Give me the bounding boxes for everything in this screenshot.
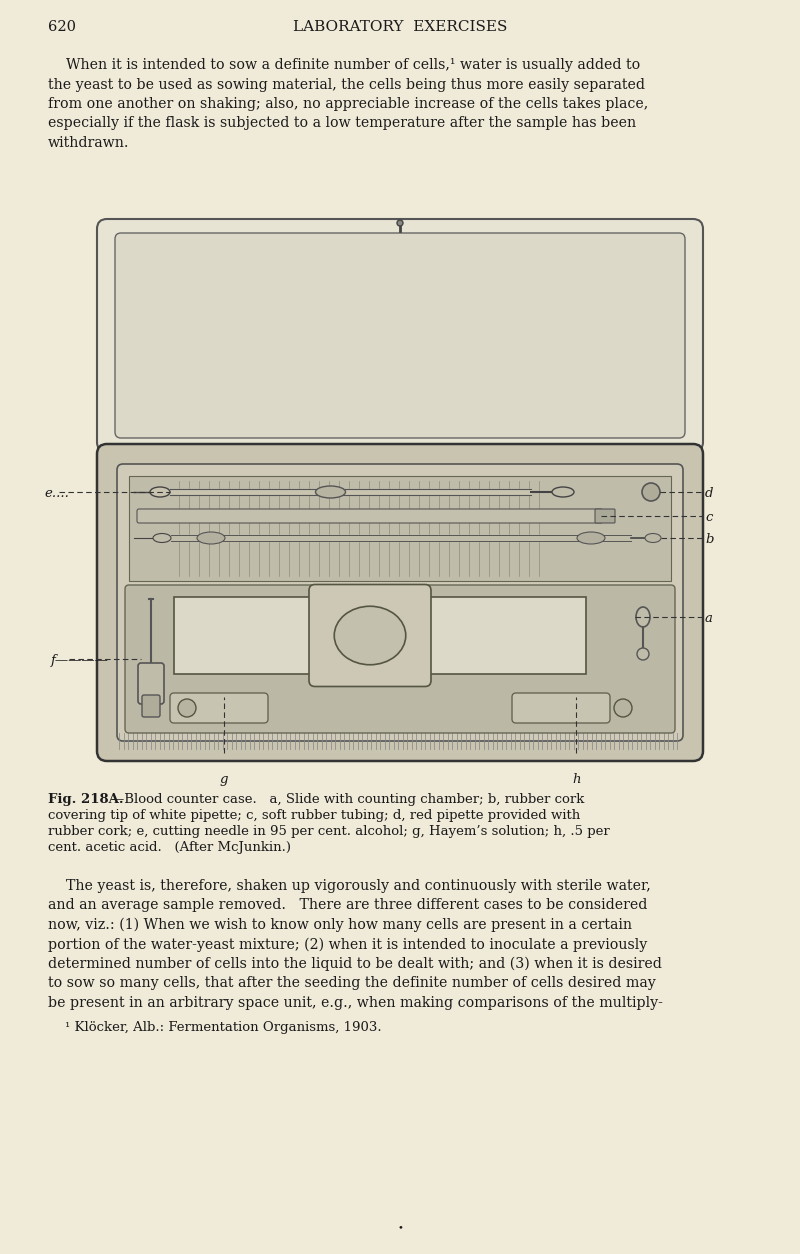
FancyBboxPatch shape	[512, 693, 610, 724]
Text: to sow so many cells, that after the seeding the definite number of cells desire: to sow so many cells, that after the see…	[48, 977, 656, 991]
Ellipse shape	[150, 487, 170, 497]
Ellipse shape	[645, 533, 661, 543]
FancyBboxPatch shape	[97, 444, 703, 761]
Text: now, viz.: (1) When we wish to know only how many cells are present in a certain: now, viz.: (1) When we wish to know only…	[48, 918, 632, 933]
Text: —Blood counter case.   a, Slide with counting chamber; b, rubber cork: —Blood counter case. a, Slide with count…	[111, 793, 584, 806]
Text: a: a	[705, 612, 713, 624]
FancyBboxPatch shape	[142, 695, 160, 717]
Text: portion of the water-yeast mixture; (2) when it is intended to inoculate a previ: portion of the water-yeast mixture; (2) …	[48, 938, 647, 952]
FancyBboxPatch shape	[97, 219, 703, 451]
Text: and an average sample removed.   There are three different cases to be considere: and an average sample removed. There are…	[48, 899, 647, 913]
Ellipse shape	[315, 487, 346, 498]
Text: d: d	[705, 487, 714, 500]
Text: f————: f————	[51, 655, 109, 667]
Text: cent. acetic acid.   (After McJunkin.): cent. acetic acid. (After McJunkin.)	[48, 841, 291, 854]
Text: the yeast to be used as sowing material, the cells being thus more easily separa: the yeast to be used as sowing material,…	[48, 78, 645, 92]
Text: LABORATORY  EXERCISES: LABORATORY EXERCISES	[293, 20, 507, 34]
Ellipse shape	[636, 607, 650, 627]
Text: •: •	[397, 1223, 403, 1231]
Text: Fig. 218A.: Fig. 218A.	[48, 793, 124, 806]
Text: from one another on shaking; also, no appreciable increase of the cells takes pl: from one another on shaking; also, no ap…	[48, 97, 648, 112]
Ellipse shape	[334, 606, 406, 665]
Text: withdrawn.: withdrawn.	[48, 135, 130, 150]
Circle shape	[614, 698, 632, 717]
Ellipse shape	[153, 533, 171, 543]
Bar	[129, 477, 671, 581]
FancyBboxPatch shape	[309, 584, 431, 686]
Circle shape	[397, 219, 403, 226]
Text: b: b	[705, 533, 714, 545]
Text: c: c	[705, 510, 712, 524]
Text: covering tip of white pipette; c, soft rubber tubing; d, red pipette provided wi: covering tip of white pipette; c, soft r…	[48, 809, 580, 823]
FancyBboxPatch shape	[170, 693, 268, 724]
Text: g: g	[220, 772, 229, 786]
FancyBboxPatch shape	[595, 509, 615, 523]
Text: 620: 620	[48, 20, 76, 34]
Text: determined number of cells into the liquid to be dealt with; and (3) when it is : determined number of cells into the liqu…	[48, 957, 662, 972]
Text: be present in an arbitrary space unit, e.g., when making comparisons of the mult: be present in an arbitrary space unit, e…	[48, 996, 663, 1009]
Text: ¹ Klöcker, Alb.: Fermentation Organisms, 1903.: ¹ Klöcker, Alb.: Fermentation Organisms,…	[48, 1022, 382, 1035]
Circle shape	[642, 483, 660, 502]
Ellipse shape	[552, 487, 574, 497]
FancyBboxPatch shape	[138, 663, 164, 703]
Bar	[174, 597, 586, 673]
Text: The yeast is, therefore, shaken up vigorously and continuously with sterile wate: The yeast is, therefore, shaken up vigor…	[48, 879, 650, 893]
Text: rubber cork; e, cutting needle in 95 per cent. alcohol; g, Hayem’s solution; h, : rubber cork; e, cutting needle in 95 per…	[48, 825, 610, 838]
Text: When it is intended to sow a definite number of cells,¹ water is usually added t: When it is intended to sow a definite nu…	[48, 58, 640, 71]
Ellipse shape	[577, 532, 605, 544]
Ellipse shape	[197, 532, 225, 544]
FancyBboxPatch shape	[125, 586, 675, 734]
FancyBboxPatch shape	[137, 509, 603, 523]
FancyBboxPatch shape	[115, 233, 685, 438]
Text: especially if the flask is subjected to a low temperature after the sample has b: especially if the flask is subjected to …	[48, 117, 636, 130]
Text: h: h	[572, 772, 581, 786]
Circle shape	[178, 698, 196, 717]
FancyBboxPatch shape	[117, 464, 683, 741]
Circle shape	[637, 648, 649, 660]
Text: e....: e....	[44, 487, 69, 500]
